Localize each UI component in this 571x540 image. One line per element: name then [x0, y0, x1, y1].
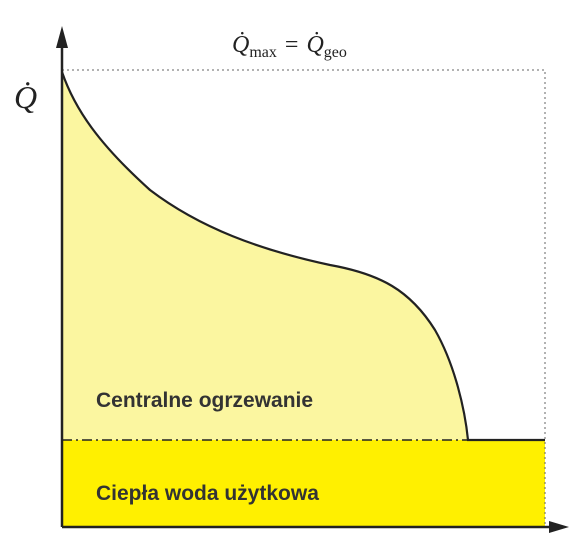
y-arrow [56, 26, 68, 48]
subscript: max [249, 44, 277, 61]
max-box [62, 69, 546, 527]
upper-area [62, 72, 468, 440]
top-label: Q̇max = Q̇geo [232, 32, 347, 61]
region-label: Centralne ogrzewanie [96, 389, 313, 412]
subscript: geo [324, 44, 347, 61]
load-curve [60, 71, 545, 442]
x-arrow [549, 521, 569, 533]
equals: = [285, 32, 299, 58]
region-label: Ciepła woda użytkowa [96, 482, 319, 505]
lower-area [62, 440, 545, 527]
axis-label: Q̇ [14, 79, 37, 115]
q-symbol: Q̇ [232, 32, 249, 58]
q-symbol: Q̇ [306, 32, 323, 58]
